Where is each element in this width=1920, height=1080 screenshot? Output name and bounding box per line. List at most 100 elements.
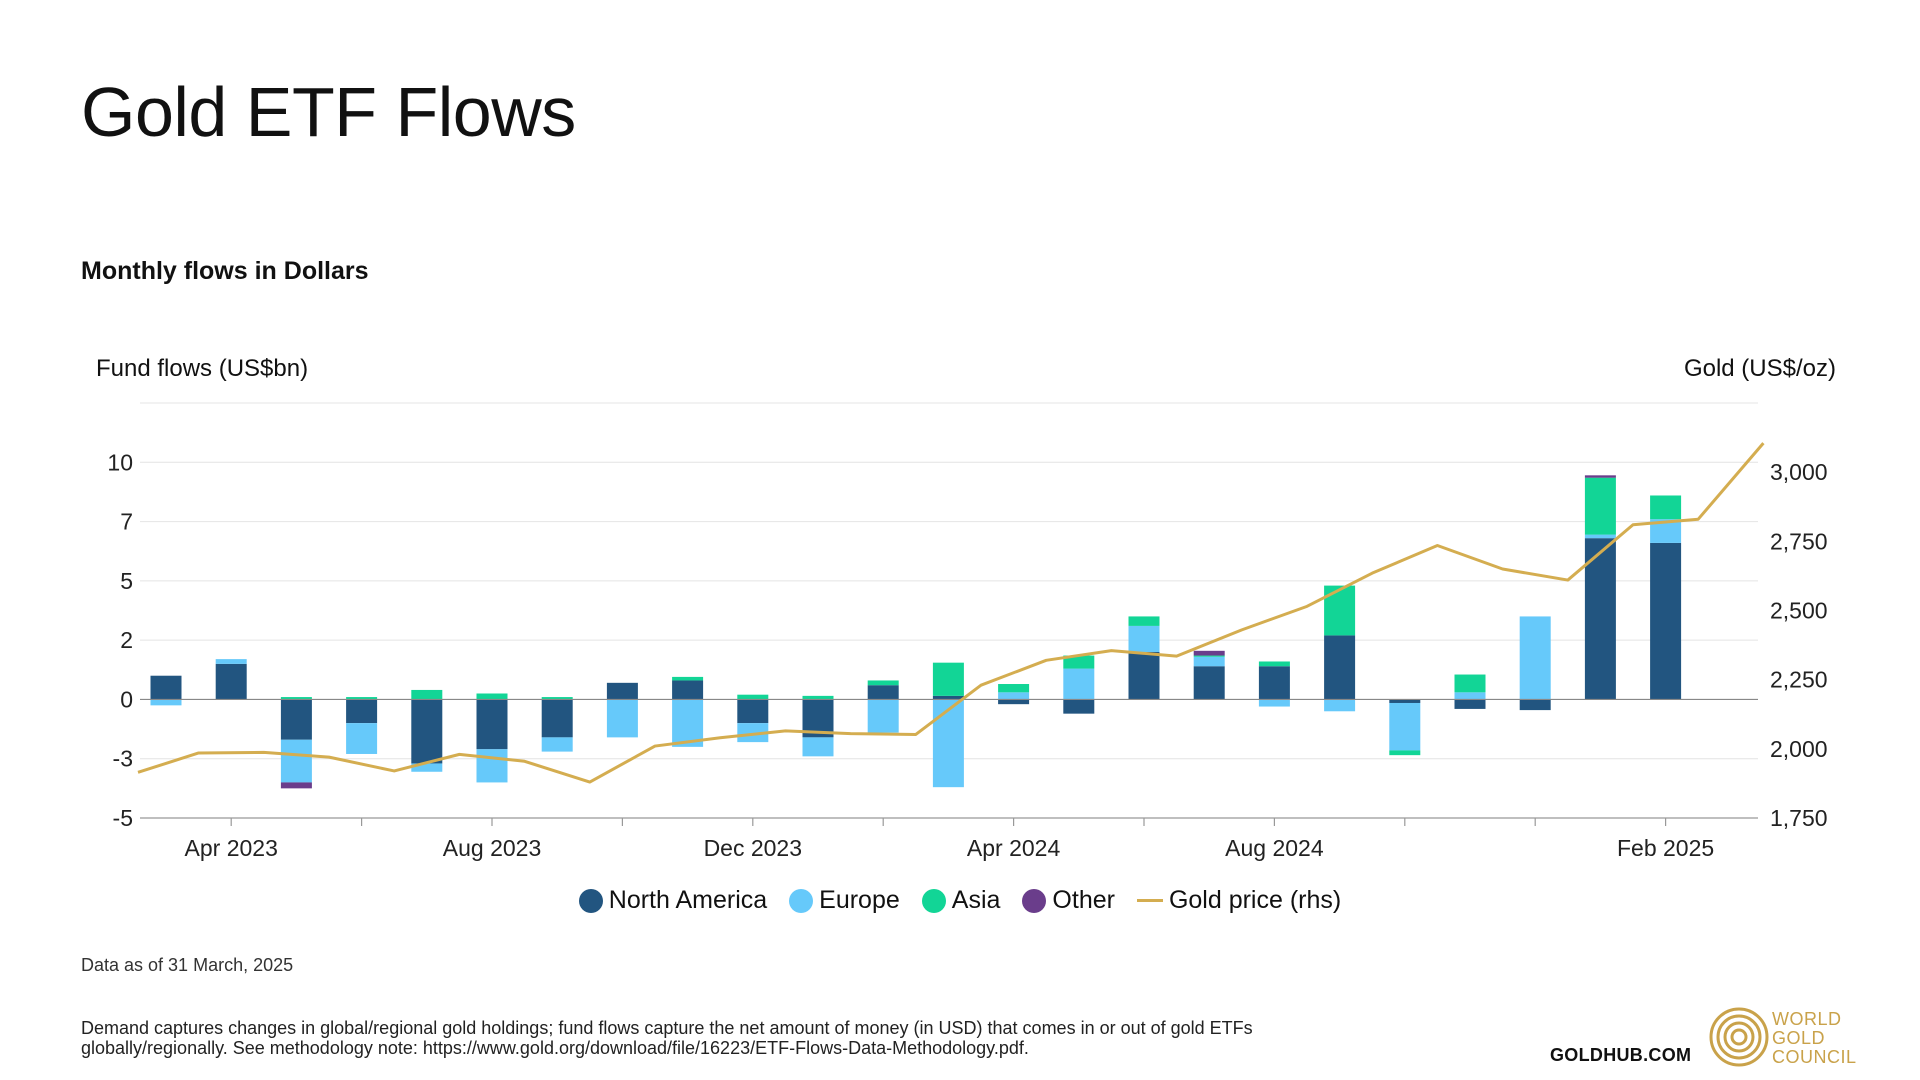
y2-tick-label: 1,750 xyxy=(1770,805,1828,831)
y2-tick-label: 2,000 xyxy=(1770,736,1828,762)
y-tick-label: 7 xyxy=(120,509,133,535)
bar-north-america xyxy=(1650,542,1682,700)
x-tick-label: Aug 2023 xyxy=(443,835,541,861)
bar-europe xyxy=(737,723,769,743)
bar-asia xyxy=(1389,750,1421,756)
bar-europe xyxy=(802,737,834,757)
chart-subtitle: Monthly flows in Dollars xyxy=(81,257,369,285)
north-america-swatch-icon xyxy=(578,888,603,913)
bar-north-america xyxy=(411,699,443,764)
bar-asia xyxy=(867,680,899,686)
bar-north-america xyxy=(215,663,247,700)
bar-north-america xyxy=(280,699,312,740)
bar-north-america xyxy=(1063,699,1095,714)
other-swatch-icon xyxy=(1022,888,1047,913)
bar-europe xyxy=(1324,699,1356,712)
bar-asia xyxy=(280,697,312,700)
asia-swatch-icon xyxy=(921,888,946,913)
legend-label-gold-price: Gold price (rhs) xyxy=(1168,886,1342,914)
bar-europe xyxy=(541,737,573,752)
bar-north-america xyxy=(1454,699,1486,709)
bar-asia xyxy=(541,697,573,700)
logo-line-gold: GOLD xyxy=(1772,1028,1826,1048)
y2-tick-label: 2,500 xyxy=(1770,598,1828,624)
bar-north-america xyxy=(1519,699,1551,711)
y-axis-title-left: Fund flows (US$bn) xyxy=(96,355,309,382)
gold-price-line xyxy=(137,442,1765,784)
x-tick-label: Apr 2023 xyxy=(185,835,278,861)
bar-europe xyxy=(998,692,1030,700)
world-gold-council-wordmark: WORLD GOLD COUNCIL xyxy=(1772,1010,1857,1067)
bar-north-america xyxy=(998,699,1030,705)
bar-north-america xyxy=(932,695,964,700)
bar-europe xyxy=(150,699,182,706)
bar-north-america xyxy=(1584,538,1616,700)
bar-europe xyxy=(1650,519,1682,543)
x-tick-label: Dec 2023 xyxy=(704,835,802,861)
bar-asia xyxy=(346,697,378,700)
chart-title: Gold ETF Flows xyxy=(81,73,576,151)
y2-tick-label: 2,250 xyxy=(1770,667,1828,693)
bar-europe xyxy=(932,699,964,788)
bar-europe xyxy=(672,699,704,747)
legend: North America Europe Asia Other Gold pri… xyxy=(0,886,1920,915)
legend-label-asia: Asia xyxy=(951,886,1001,914)
bar-other xyxy=(1584,475,1616,478)
bar-north-america xyxy=(867,685,899,700)
bar-asia xyxy=(802,695,834,700)
bar-europe xyxy=(867,699,899,733)
legend-item-asia[interactable]: Asia xyxy=(921,886,1001,915)
bar-europe xyxy=(1454,692,1486,700)
data-as-of: Data as of 31 March, 2025 xyxy=(81,955,294,975)
bar-europe xyxy=(1063,668,1095,700)
y-axis-title-right: Gold (US$/oz) xyxy=(1683,355,1836,382)
legend-item-north-america[interactable]: North America xyxy=(578,886,768,915)
bar-north-america xyxy=(1324,635,1356,700)
bar-europe xyxy=(1584,534,1616,539)
bar-asia xyxy=(672,676,704,681)
bar-europe xyxy=(346,723,378,754)
x-tick-label: Apr 2024 xyxy=(967,835,1061,861)
legend-item-europe[interactable]: Europe xyxy=(789,886,900,915)
bar-north-america xyxy=(150,675,182,700)
bar-asia xyxy=(1584,477,1616,535)
flows-chart: 10 7 5 2 0 -3 -5 3,000 2,750 2,500 2,250 2,000 1,750… xyxy=(107,402,1828,861)
bar-europe xyxy=(411,763,443,772)
bar-other xyxy=(1193,650,1225,656)
legend-label-north-america: North America xyxy=(608,886,768,914)
y2-tick-label: 3,000 xyxy=(1770,459,1828,485)
y-tick-label: 5 xyxy=(120,568,133,594)
bar-other xyxy=(280,782,312,789)
y-tick-label: 2 xyxy=(120,627,133,653)
bar-europe xyxy=(606,699,638,738)
bar-asia xyxy=(1258,661,1290,667)
goldhub-link[interactable]: GOLDHUB.COM xyxy=(1550,1045,1692,1065)
logo-line-world: WORLD xyxy=(1772,1009,1842,1029)
bar-asia xyxy=(1193,655,1225,657)
europe-swatch-icon xyxy=(789,888,814,913)
bar-asia xyxy=(1454,674,1486,693)
bar-asia xyxy=(737,694,769,700)
methodology-note: Demand captures changes in global/region… xyxy=(81,1018,1253,1058)
bar-asia xyxy=(998,684,1030,693)
legend-item-gold-price[interactable]: Gold price (rhs) xyxy=(1136,886,1342,915)
bar-asia xyxy=(411,689,443,700)
bar-north-america xyxy=(346,699,378,724)
y-tick-label: -3 xyxy=(113,746,133,772)
gold-line-swatch-icon xyxy=(1136,899,1163,902)
y2-tick-label: 2,750 xyxy=(1770,528,1828,554)
bar-europe xyxy=(215,659,247,664)
y-tick-label: 0 xyxy=(120,686,133,712)
bar-asia xyxy=(932,662,964,696)
legend-label-europe: Europe xyxy=(819,886,900,914)
bar-europe xyxy=(1519,616,1551,700)
legend-item-other[interactable]: Other xyxy=(1022,886,1115,915)
x-tick-label: Aug 2024 xyxy=(1225,835,1324,861)
legend-label-other: Other xyxy=(1052,886,1115,914)
y-tick-label: -5 xyxy=(113,805,133,831)
y-tick-label: 10 xyxy=(107,449,133,475)
bar-asia xyxy=(476,693,508,700)
bar-asia xyxy=(1324,585,1356,636)
bar-north-america xyxy=(737,699,769,724)
bar-europe xyxy=(280,739,312,783)
